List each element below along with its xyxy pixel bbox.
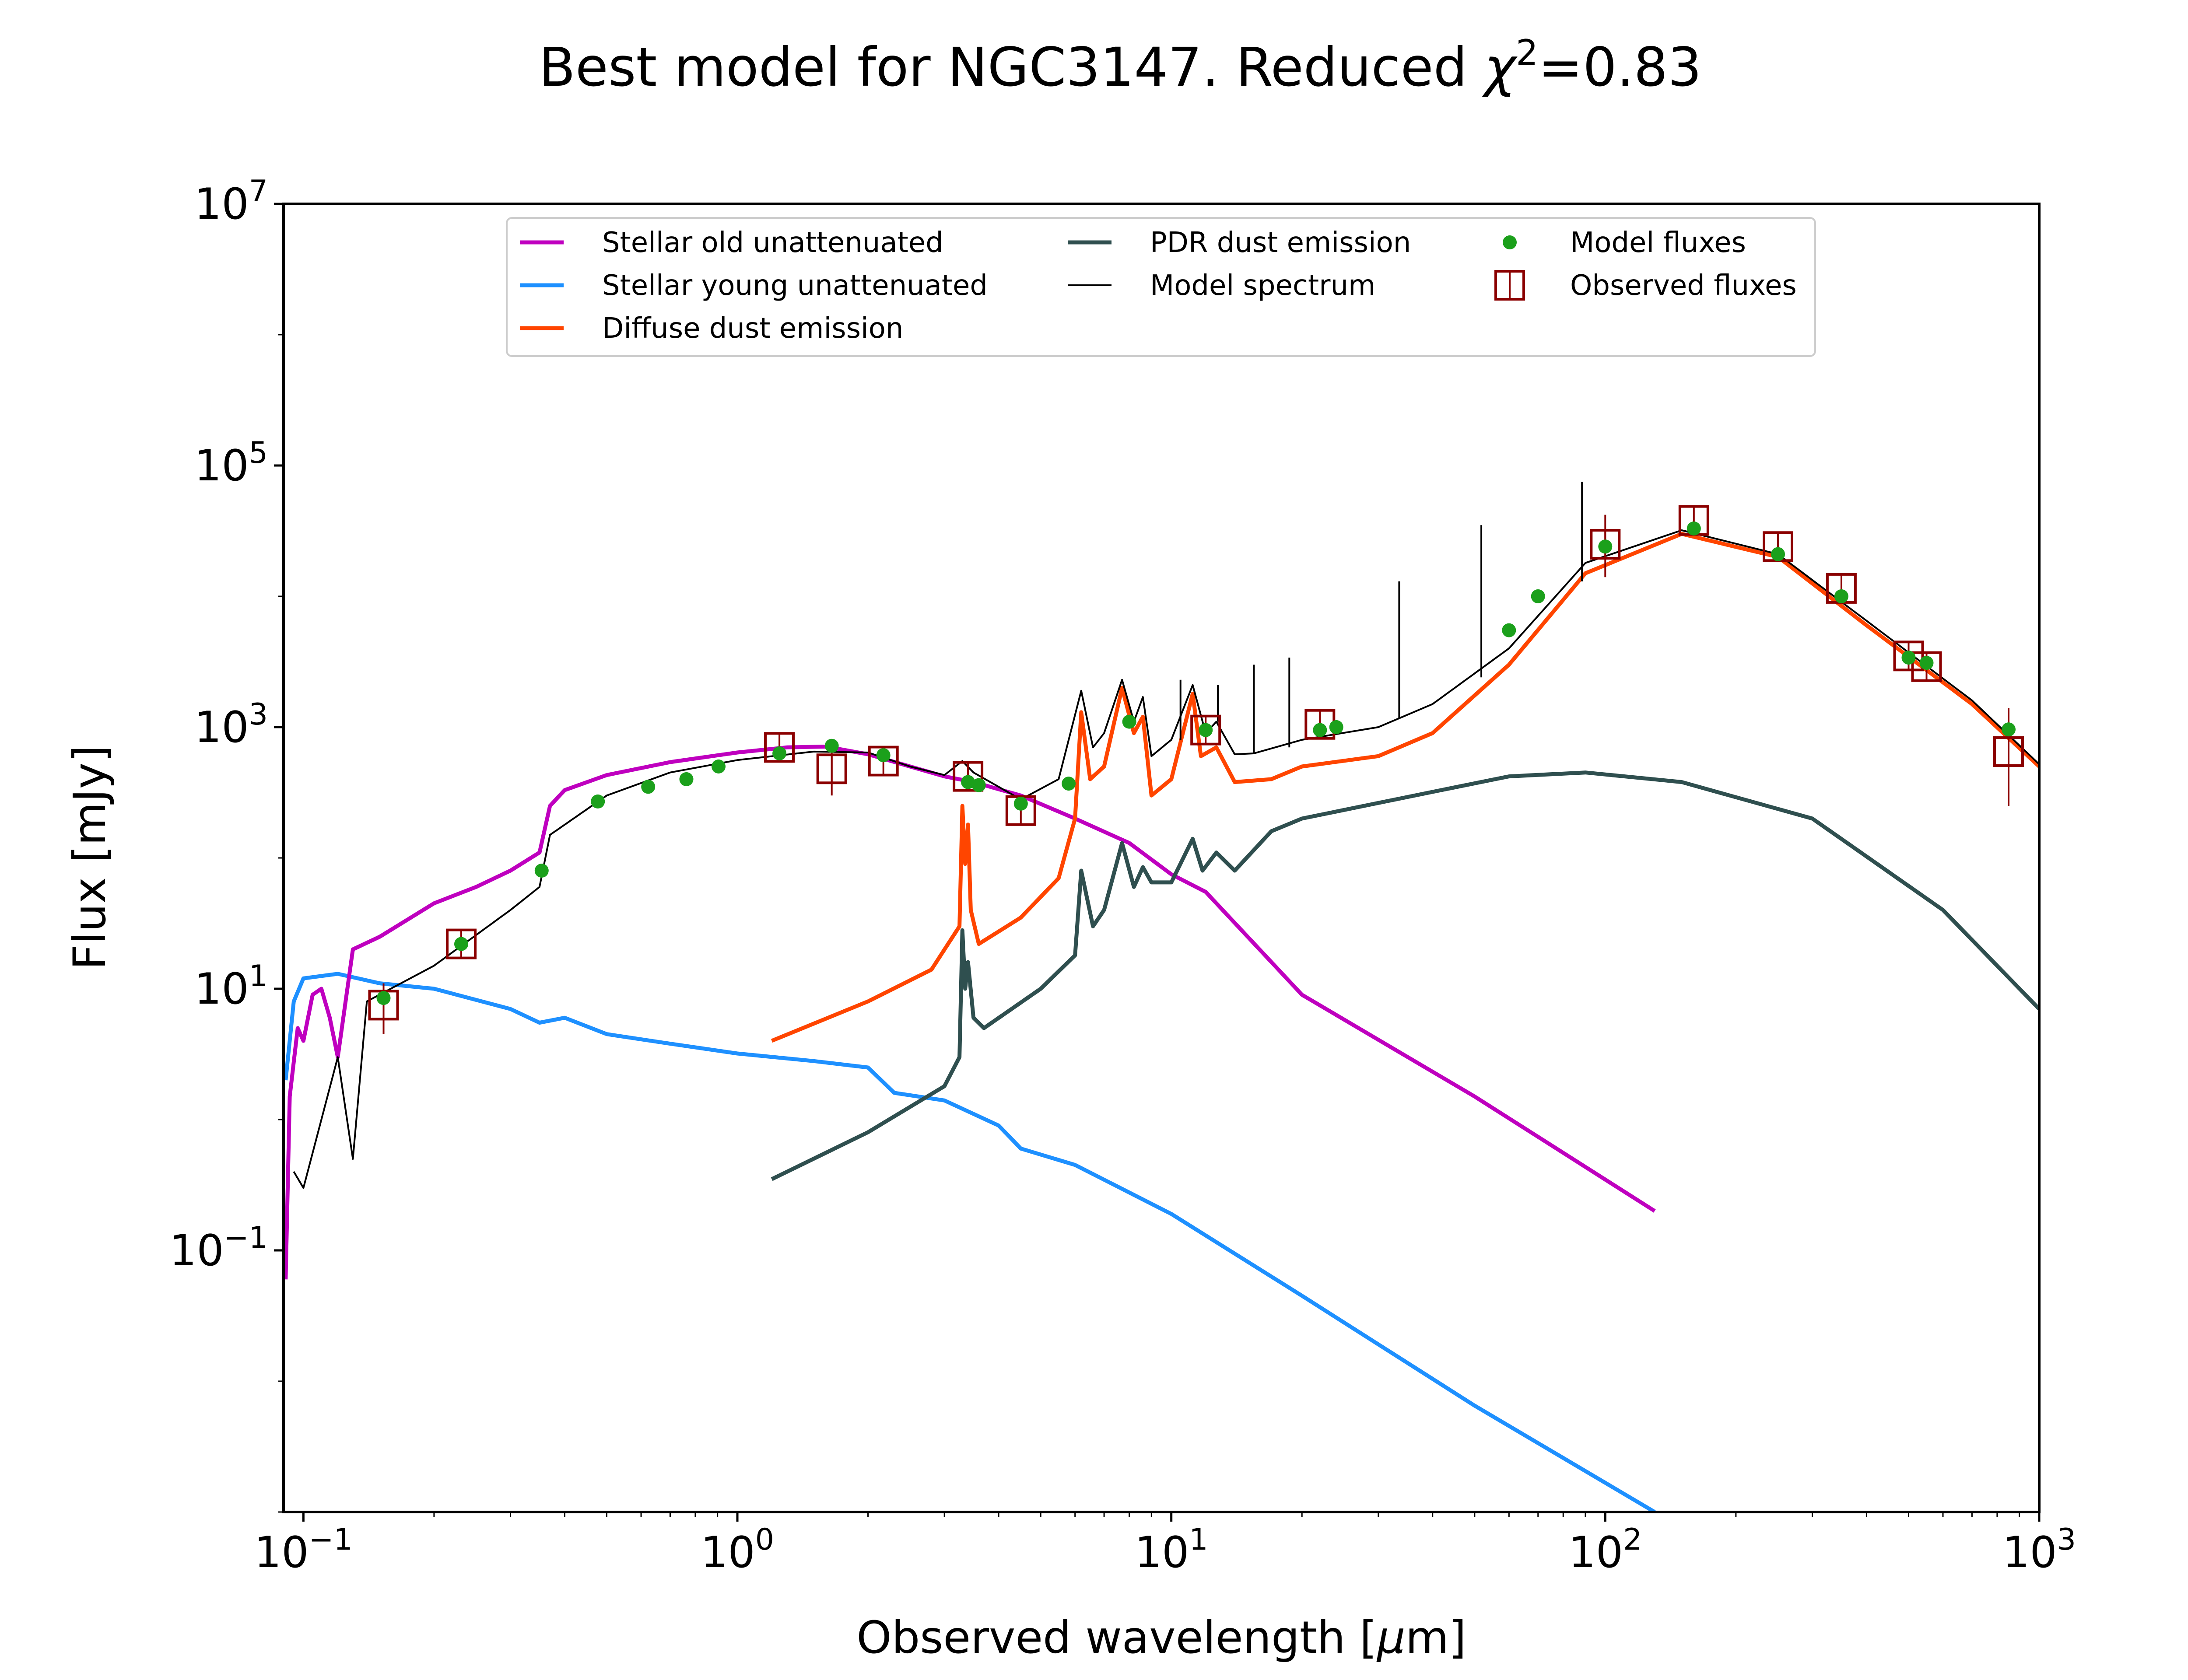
legend-label: PDR dust emission: [1150, 227, 1411, 259]
x-tick-label: 101: [1135, 1522, 1208, 1578]
model-flux-point: [679, 772, 694, 786]
legend-item-stellar-young: Stellar young unattenuated: [520, 270, 988, 302]
model-flux-point: [1687, 522, 1701, 536]
model-flux-point: [641, 780, 656, 794]
x-tick-label: 102: [1568, 1522, 1642, 1578]
series-line-stellar-old: [284, 745, 1656, 1280]
series-line-model-spectrum: [293, 529, 2039, 1189]
model-flux-point: [2002, 722, 2016, 737]
series-line-diffuse-dust: [771, 532, 2039, 1043]
series-line-stellar-young: [284, 972, 1656, 1512]
model-flux-point: [1199, 723, 1213, 737]
model-flux-point: [534, 864, 549, 878]
y-axis-label: Flux [mJy]: [64, 745, 116, 970]
legend-item-stellar-old: Stellar old unattenuated: [520, 227, 943, 259]
model-flux-point: [376, 991, 391, 1005]
legend-label: Diffuse dust emission: [602, 312, 903, 345]
model-flux-point: [772, 746, 787, 760]
series-layer: [284, 482, 2039, 1512]
series-line-pdr-dust: [771, 770, 2039, 1181]
legend-label: Model fluxes: [1570, 227, 1746, 259]
model-flux-point: [1062, 777, 1076, 791]
legend-label: Model spectrum: [1150, 270, 1375, 302]
model-flux-point: [961, 775, 975, 789]
model-flux-point: [1531, 589, 1545, 603]
legend-item-model-fluxes: Model fluxes: [1503, 227, 1746, 259]
tick-layer: 10−1 100 101 102 103 10−1 101 103 105 107: [169, 174, 2076, 1578]
model-flux-point: [1598, 539, 1613, 554]
model-flux-point: [876, 748, 891, 763]
model-flux-point: [824, 738, 839, 753]
y-tick-label: 107: [194, 174, 268, 229]
model-flux-point: [454, 937, 468, 951]
x-axis-label: Observed wavelength [μm]: [856, 1612, 1466, 1664]
model-flux-point: [1771, 547, 1785, 561]
legend-label: Observed fluxes: [1570, 270, 1797, 302]
legend-item-model-spectrum: Model spectrum: [1068, 270, 1375, 302]
legend: Stellar old unattenuated Stellar young un…: [506, 217, 1816, 357]
y-tick-label: 105: [194, 436, 268, 491]
model-flux-point: [1122, 714, 1136, 729]
model-flux-point: [971, 778, 986, 792]
legend-item-observed-fluxes: Observed fluxes: [1494, 270, 1797, 302]
legend-swatch: [1503, 235, 1517, 249]
model-flux-point: [1329, 720, 1343, 734]
model-flux-point: [1901, 651, 1916, 665]
model-flux-point: [1013, 796, 1028, 811]
legend-box: [506, 217, 1816, 357]
model-flux-point: [591, 794, 605, 808]
y-tick-label: 10−1: [169, 1221, 268, 1276]
chart-title: Best model for NGC3147. Reduced χ2=0.83: [539, 32, 1702, 98]
model-flux-point: [1919, 656, 1934, 670]
x-tick-label: 103: [2002, 1522, 2076, 1578]
y-tick-label: 101: [194, 959, 268, 1014]
x-tick-label: 100: [701, 1522, 774, 1578]
legend-label: Stellar young unattenuated: [602, 270, 988, 302]
x-tick-label: 10−1: [254, 1522, 353, 1578]
model-flux-point: [1313, 723, 1327, 737]
model-flux-point: [1834, 589, 1848, 603]
model-flux-point: [712, 760, 726, 774]
legend-label: Stellar old unattenuated: [602, 227, 943, 259]
legend-item-diffuse-dust: Diffuse dust emission: [520, 312, 903, 345]
legend-item-pdr-dust: PDR dust emission: [1068, 227, 1411, 259]
marker-layer: [368, 505, 2024, 1034]
y-tick-label: 103: [194, 697, 268, 752]
model-flux-point: [1502, 623, 1516, 637]
